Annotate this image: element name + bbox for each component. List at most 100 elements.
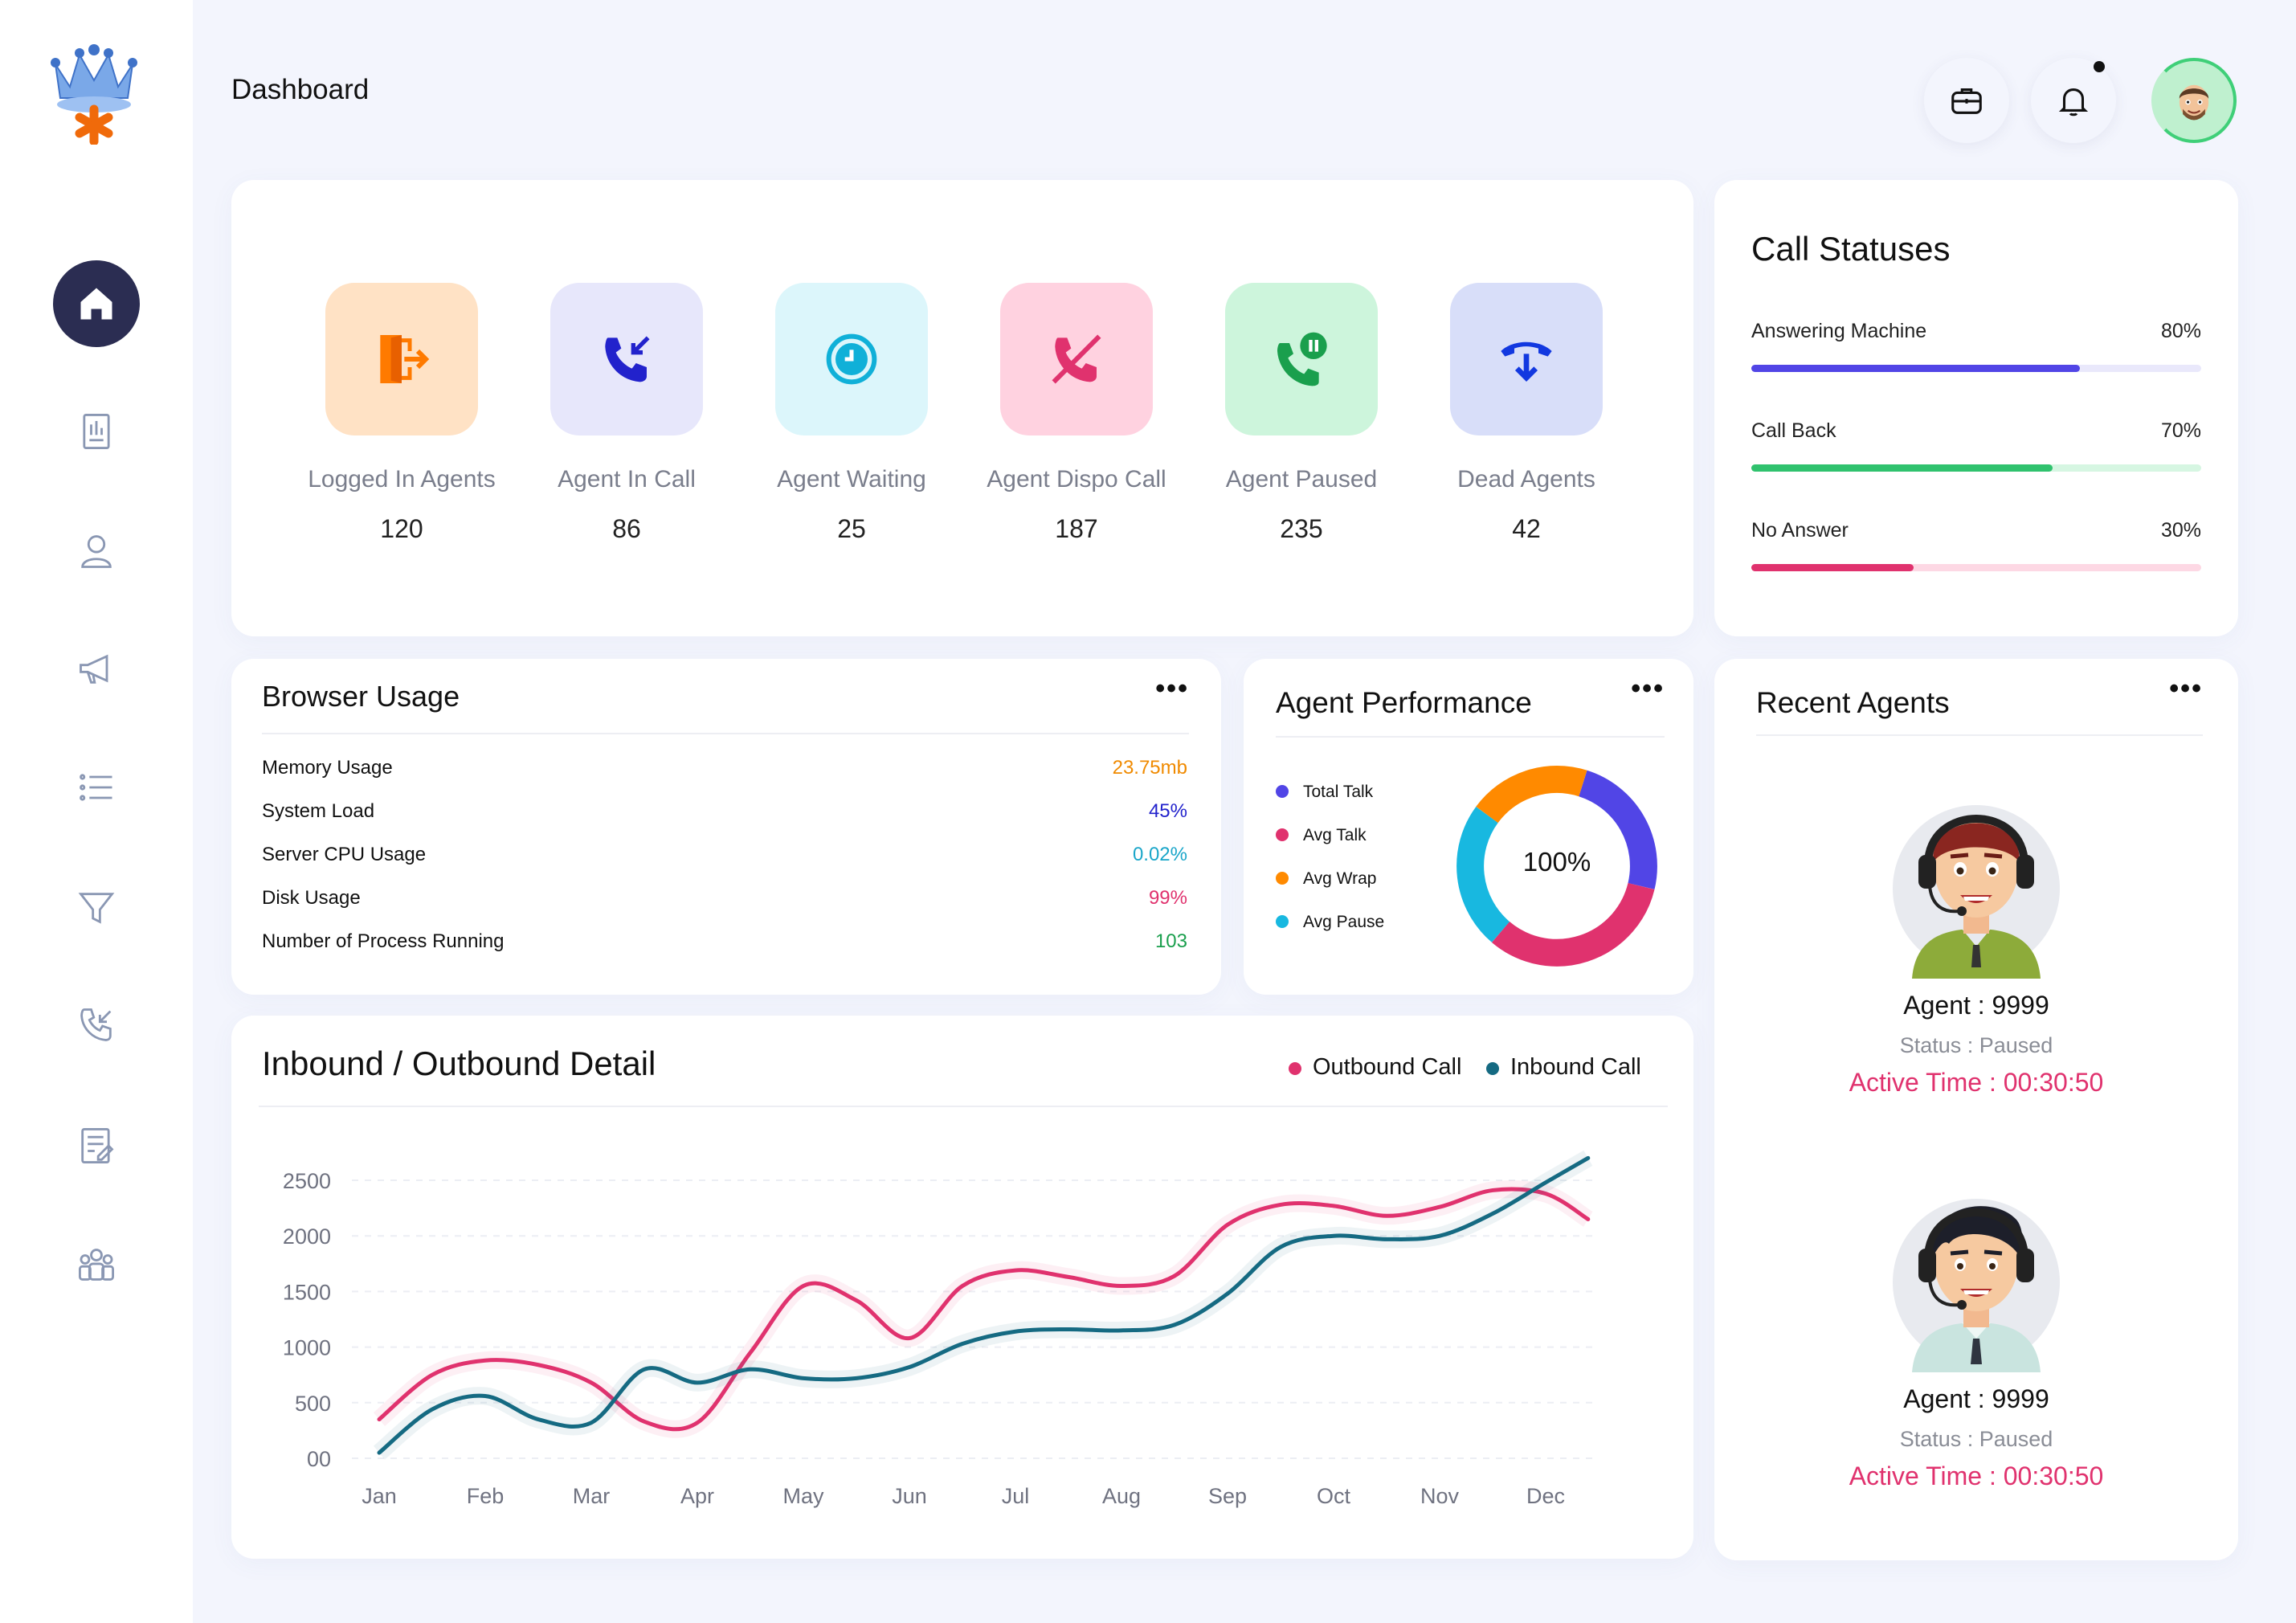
series-line-inbound-call[interactable]	[377, 1155, 1591, 1455]
y-tick-label: 1500	[283, 1280, 331, 1304]
donut-segment-avg-wrap	[1476, 766, 1587, 824]
browser-usage-row: Server CPU Usage 0.02%	[262, 844, 1187, 887]
row-value: 23.75mb	[1112, 757, 1187, 779]
stat-icon-box	[325, 283, 478, 435]
legend-label: Avg Wrap	[1303, 869, 1377, 888]
stat-label: Agent Waiting	[777, 466, 926, 493]
user-avatar[interactable]	[2151, 58, 2237, 143]
legend-dot	[1276, 872, 1289, 885]
y-tick-label: 1000	[283, 1336, 331, 1360]
x-tick-label: May	[782, 1484, 824, 1508]
row-value: 45%	[1148, 800, 1187, 822]
briefcase-icon	[1951, 88, 1982, 114]
stat-logged-in-agents[interactable]: Logged In Agents 120	[301, 283, 502, 544]
sidebar-item-home[interactable]	[53, 260, 140, 347]
y-tick-label: 500	[295, 1392, 331, 1416]
stat-icon-box	[550, 283, 703, 435]
call-status-answering-machine: Answering Machine 80%	[1751, 320, 2201, 372]
x-tick-label: Feb	[467, 1484, 505, 1508]
list-icon	[80, 774, 112, 801]
legend-inbound-call[interactable]: Inbound Call	[1486, 1054, 1641, 1081]
browser-usage-row: System Load 45%	[262, 800, 1187, 844]
stat-label: Dead Agents	[1457, 466, 1595, 493]
notification-badge	[2094, 61, 2105, 72]
agent-avatar	[1893, 805, 2060, 979]
inbound-outbound-card: Inbound / Outbound Detail Outbound Call …	[231, 1016, 1693, 1559]
page-title: Dashboard	[231, 74, 370, 105]
brand-logo[interactable]	[44, 40, 144, 146]
call-status-call-back: Call Back 70%	[1751, 419, 2201, 472]
progress-fill	[1751, 464, 2053, 472]
recent-agents-more-button[interactable]: •••	[2169, 673, 2203, 704]
stat-label: Agent Dispo Call	[987, 466, 1166, 493]
x-tick-label: Aug	[1102, 1484, 1141, 1508]
notifications-button[interactable]	[2031, 58, 2116, 143]
sidebar-item-team[interactable]	[53, 1221, 140, 1308]
stat-value: 120	[380, 514, 423, 543]
progress-fill	[1751, 365, 2080, 372]
row-label: Number of Process Running	[262, 930, 505, 952]
agent-performance-more-button[interactable]: •••	[1631, 673, 1665, 704]
series-shadow	[373, 1150, 1593, 1460]
stat-icon-box	[1000, 283, 1153, 435]
sidebar-item-filters[interactable]	[53, 865, 140, 951]
team-icon	[79, 1249, 114, 1281]
briefcase-button[interactable]	[1924, 58, 2009, 143]
legend-label: Inbound Call	[1510, 1054, 1641, 1080]
divider	[262, 733, 1189, 734]
legend-avg-pause: Avg Pause	[1276, 913, 1384, 932]
report-icon	[83, 414, 110, 449]
megaphone-icon	[80, 654, 108, 684]
agent-performance-card: Agent Performance ••• Total Talk Avg Tal…	[1244, 659, 1693, 995]
agent-card[interactable]: Agent : 9999 Status : Paused Active Time…	[1714, 786, 2238, 1098]
call-status-label: Call Back	[1751, 419, 1836, 442]
row-label: Disk Usage	[262, 887, 361, 909]
call-status-no-answer: No Answer 30%	[1751, 519, 2201, 571]
stat-agent-dispo-call[interactable]: Agent Dispo Call 187	[976, 283, 1177, 544]
call-paused-icon	[1277, 332, 1327, 386]
sidebar-item-inbound[interactable]	[53, 982, 140, 1069]
call-disabled-icon	[1052, 334, 1101, 384]
stat-agent-in-call[interactable]: Agent In Call 86	[526, 283, 727, 544]
sidebar-item-lists[interactable]	[53, 744, 140, 831]
notes-icon	[81, 1128, 114, 1163]
series-line-outbound-call[interactable]	[377, 1187, 1591, 1432]
agent-avatar	[1893, 1199, 2060, 1372]
agent-active-time: Active Time : 00:30:50	[1849, 1068, 2104, 1097]
legend-dot	[1289, 1062, 1301, 1075]
call-statuses-card: Call Statuses Answering Machine 80% Call…	[1714, 180, 2238, 636]
sidebar-item-notes[interactable]	[53, 1102, 140, 1189]
row-value: 103	[1154, 930, 1187, 952]
divider	[1756, 734, 2203, 736]
stat-label: Logged In Agents	[308, 466, 496, 493]
stat-value: 86	[612, 514, 641, 543]
legend-outbound-call[interactable]: Outbound Call	[1289, 1054, 1461, 1081]
progress-track	[1751, 365, 2201, 372]
row-value: 99%	[1148, 887, 1187, 909]
recent-agents-card: Recent Agents ••• Agent : 9999 Status : …	[1714, 659, 2238, 1560]
agent-stats-card: Logged In Agents 120 Agent In Call 86 Ag…	[231, 180, 1693, 636]
sidebar-item-campaigns[interactable]	[53, 625, 140, 712]
sidebar-item-users[interactable]	[53, 508, 140, 595]
stat-agent-waiting[interactable]: Agent Waiting 25	[751, 283, 952, 544]
agent-performance-title: Agent Performance	[1276, 686, 1532, 719]
stat-agent-paused[interactable]: Agent Paused 235	[1201, 283, 1402, 544]
stat-label: Agent Paused	[1225, 466, 1378, 493]
x-tick-label: Oct	[1317, 1484, 1351, 1508]
incoming-call-icon	[605, 336, 650, 382]
stat-icon-box	[1225, 283, 1378, 435]
donut-segment-total-talk	[1578, 770, 1657, 889]
browser-usage-more-button[interactable]: •••	[1155, 673, 1189, 704]
agent-name: Agent : 9999	[1903, 1384, 2049, 1413]
divider	[259, 1106, 1668, 1107]
stat-dead-agents[interactable]: Dead Agents 42	[1426, 283, 1627, 544]
sidebar-item-reports[interactable]	[53, 388, 140, 475]
legend-dot	[1276, 828, 1289, 841]
agent-card[interactable]: Agent : 9999 Status : Paused Active Time…	[1714, 1179, 2238, 1491]
inbound-outbound-chart: 00 500 1000 1500 2000 2500 Jan Feb Mar Apr May Jun J…	[283, 1150, 1597, 1508]
call-status-percent: 80%	[2160, 320, 2201, 342]
browser-usage-row: Disk Usage 99%	[262, 887, 1187, 930]
call-status-label: No Answer	[1751, 519, 1849, 542]
stat-icon-box	[775, 283, 928, 435]
legend-dot	[1486, 1062, 1499, 1075]
